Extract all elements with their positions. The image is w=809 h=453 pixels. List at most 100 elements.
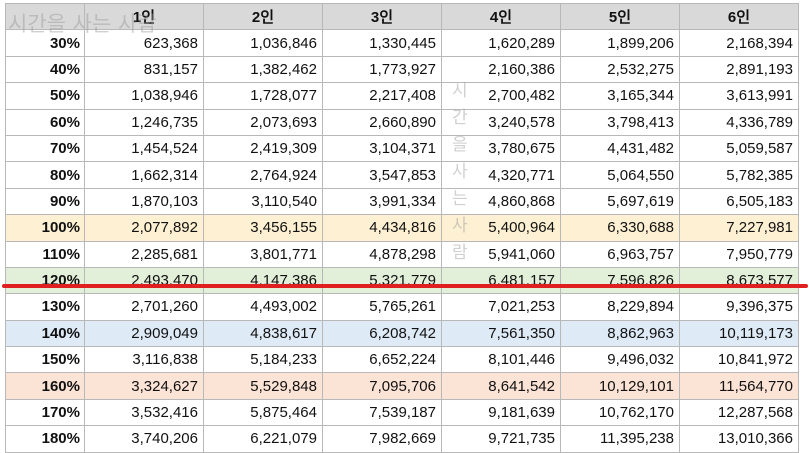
column-header: 3인	[322, 2, 442, 31]
table-row: 50% 1,038,946 1,728,077 2,217,408 2,700,482 3…	[5, 82, 799, 110]
table-cell: 1,773,927	[322, 55, 442, 84]
table-cell: 7,561,350	[441, 319, 561, 348]
table-cell: 2,493,470	[84, 266, 204, 295]
table-cell: 11,564,770	[679, 372, 799, 400]
row-percent-label: 30%	[5, 29, 85, 57]
column-header: 5인	[560, 2, 680, 31]
table-cell: 6,481,157	[441, 266, 561, 295]
row-percent-label: 80%	[5, 161, 85, 189]
table-cell: 3,613,991	[679, 82, 799, 110]
table-cell: 2,073,693	[203, 108, 323, 136]
table-cell: 3,991,334	[322, 187, 442, 216]
table-cell: 3,110,540	[203, 187, 323, 216]
table-cell: 10,119,173	[679, 319, 799, 348]
table-cell: 5,400,964	[441, 214, 561, 242]
table-row: 160% 3,324,627 5,529,848 7,095,706 8,641,542…	[5, 372, 799, 400]
table-cell: 8,862,963	[560, 319, 680, 348]
header-row: 1인 2인 3인 4인 5인 6인	[5, 2, 799, 31]
table-cell: 5,184,233	[203, 346, 323, 374]
table-row: 90% 1,870,103 3,110,540 3,991,334 4,860,868 5…	[5, 187, 799, 216]
table-cell: 6,652,224	[322, 346, 442, 374]
row-percent-label: 160%	[5, 372, 85, 400]
table-cell: 9,396,375	[679, 293, 799, 321]
table-cell: 4,860,868	[441, 187, 561, 216]
row-percent-label: 140%	[5, 319, 85, 348]
table-cell: 10,841,972	[679, 346, 799, 374]
row-percent-label: 90%	[5, 187, 85, 216]
table-cell: 3,116,838	[84, 346, 204, 374]
table-row: 60% 1,246,735 2,073,693 2,660,890 3,240,578 3…	[5, 108, 799, 136]
table-cell: 5,765,261	[322, 293, 442, 321]
table-cell: 3,104,371	[322, 134, 442, 163]
table-cell: 3,740,206	[84, 425, 204, 453]
table-cell: 4,838,617	[203, 319, 323, 348]
table-cell: 1,330,445	[322, 29, 442, 57]
table-cell: 9,721,735	[441, 425, 561, 453]
table-cell: 5,529,848	[203, 372, 323, 400]
table-cell: 3,456,155	[203, 214, 323, 242]
table-cell: 5,782,385	[679, 161, 799, 189]
table-cell: 8,641,542	[441, 372, 561, 400]
table-cell: 1,382,462	[203, 55, 323, 84]
table-cell: 623,368	[84, 29, 204, 57]
table-cell: 2,168,394	[679, 29, 799, 57]
table-cell: 10,762,170	[560, 398, 680, 427]
row-percent-label: 70%	[5, 134, 85, 163]
table-cell: 6,505,183	[679, 187, 799, 216]
table-cell: 4,434,816	[322, 214, 442, 242]
table-cell: 3,240,578	[441, 108, 561, 136]
table-cell: 2,160,386	[441, 55, 561, 84]
table-row: 120% 2,493,470 4,147,386 5,321,779 6,481,157…	[5, 266, 799, 295]
table-cell: 5,941,060	[441, 240, 561, 268]
income-table: 1인 2인 3인 4인 5인 6인 30% 623,368 1,036,846 1,330,44…	[5, 2, 799, 453]
table-cell: 2,909,049	[84, 319, 204, 348]
table-cell: 9,181,639	[441, 398, 561, 427]
table-cell: 2,285,681	[84, 240, 204, 268]
table-cell: 2,700,482	[441, 82, 561, 110]
table-cell: 2,419,309	[203, 134, 323, 163]
table-cell: 4,878,298	[322, 240, 442, 268]
table-cell: 831,157	[84, 55, 204, 84]
table-cell: 1,662,314	[84, 161, 204, 189]
table-cell: 2,077,892	[84, 214, 204, 242]
table-cell: 7,021,253	[441, 293, 561, 321]
table-cell: 4,493,002	[203, 293, 323, 321]
table-row: 80% 1,662,314 2,764,924 3,547,853 4,320,771 5…	[5, 161, 799, 189]
table-cell: 3,780,675	[441, 134, 561, 163]
table-cell: 6,963,757	[560, 240, 680, 268]
table-cell: 6,208,742	[322, 319, 442, 348]
table-cell: 2,217,408	[322, 82, 442, 110]
column-header: 6인	[679, 2, 799, 31]
table-cell: 6,330,688	[560, 214, 680, 242]
table-cell: 7,227,981	[679, 214, 799, 242]
table-cell: 7,982,669	[322, 425, 442, 453]
row-percent-label: 100%	[5, 214, 85, 242]
table-cell: 5,697,619	[560, 187, 680, 216]
row-percent-label: 150%	[5, 346, 85, 374]
table-cell: 7,539,187	[322, 398, 442, 427]
table-cell: 7,095,706	[322, 372, 442, 400]
table-row: 70% 1,454,524 2,419,309 3,104,371 3,780,675 4…	[5, 134, 799, 163]
table-cell: 9,496,032	[560, 346, 680, 374]
table-cell: 4,320,771	[441, 161, 561, 189]
row-percent-label: 130%	[5, 293, 85, 321]
table-cell: 7,596,826	[560, 266, 680, 295]
table-row: 150% 3,116,838 5,184,233 6,652,224 8,101,446…	[5, 346, 799, 374]
row-percent-label: 110%	[5, 240, 85, 268]
row-percent-label: 170%	[5, 398, 85, 427]
table-cell: 2,660,890	[322, 108, 442, 136]
table-cell: 2,701,260	[84, 293, 204, 321]
table-cell: 1,454,524	[84, 134, 204, 163]
table-cell: 3,532,416	[84, 398, 204, 427]
table-cell: 4,147,386	[203, 266, 323, 295]
table-cell: 2,764,924	[203, 161, 323, 189]
row-percent-label: 40%	[5, 55, 85, 84]
table-row: 140% 2,909,049 4,838,617 6,208,742 7,561,350…	[5, 319, 799, 348]
table-cell: 1,728,077	[203, 82, 323, 110]
table-cell: 3,165,344	[560, 82, 680, 110]
table-cell: 1,899,206	[560, 29, 680, 57]
table-cell: 1,038,946	[84, 82, 204, 110]
header-corner-cell	[5, 2, 85, 31]
row-percent-label: 60%	[5, 108, 85, 136]
table-row: 180% 3,740,206 6,221,079 7,982,669 9,721,735…	[5, 425, 799, 453]
